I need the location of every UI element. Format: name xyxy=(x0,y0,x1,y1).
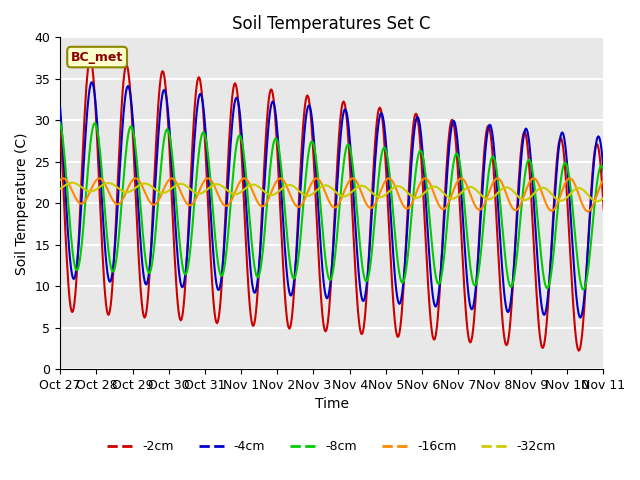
Legend: -2cm, -4cm, -8cm, -16cm, -32cm: -2cm, -4cm, -8cm, -16cm, -32cm xyxy=(102,435,561,458)
X-axis label: Time: Time xyxy=(314,397,349,411)
Title: Soil Temperatures Set C: Soil Temperatures Set C xyxy=(232,15,431,33)
Text: BC_met: BC_met xyxy=(71,50,124,63)
Y-axis label: Soil Temperature (C): Soil Temperature (C) xyxy=(15,132,29,275)
